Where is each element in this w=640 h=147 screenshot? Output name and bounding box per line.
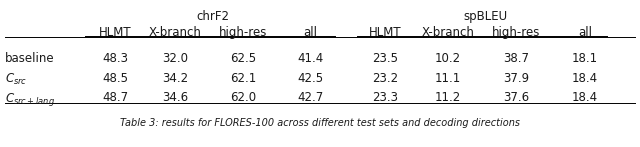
- Text: X-branch: X-branch: [148, 26, 202, 39]
- Text: 11.1: 11.1: [435, 72, 461, 85]
- Text: 42.5: 42.5: [297, 72, 323, 85]
- Text: HLMT: HLMT: [99, 26, 131, 39]
- Text: 62.0: 62.0: [230, 91, 256, 104]
- Text: spBLEU: spBLEU: [463, 10, 507, 23]
- Text: 38.7: 38.7: [503, 52, 529, 65]
- Text: 34.2: 34.2: [162, 72, 188, 85]
- Text: 18.4: 18.4: [572, 72, 598, 85]
- Text: HLMT: HLMT: [369, 26, 401, 39]
- Text: all: all: [578, 26, 592, 39]
- Text: $C_{src}$: $C_{src}$: [5, 72, 28, 87]
- Text: $C_{src+lang}$: $C_{src+lang}$: [5, 91, 55, 108]
- Text: 48.3: 48.3: [102, 52, 128, 65]
- Text: 37.9: 37.9: [503, 72, 529, 85]
- Text: 41.4: 41.4: [297, 52, 323, 65]
- Text: Table 3: results for FLORES-100 across different test sets and decoding directio: Table 3: results for FLORES-100 across d…: [120, 118, 520, 128]
- Text: 23.2: 23.2: [372, 72, 398, 85]
- Text: 18.1: 18.1: [572, 52, 598, 65]
- Text: 62.5: 62.5: [230, 52, 256, 65]
- Text: high-res: high-res: [492, 26, 540, 39]
- Text: all: all: [303, 26, 317, 39]
- Text: 10.2: 10.2: [435, 52, 461, 65]
- Text: 62.1: 62.1: [230, 72, 256, 85]
- Text: 48.7: 48.7: [102, 91, 128, 104]
- Text: 32.0: 32.0: [162, 52, 188, 65]
- Text: 18.4: 18.4: [572, 91, 598, 104]
- Text: 34.6: 34.6: [162, 91, 188, 104]
- Text: high-res: high-res: [219, 26, 267, 39]
- Text: baseline: baseline: [5, 52, 54, 65]
- Text: X-branch: X-branch: [422, 26, 474, 39]
- Text: chrF2: chrF2: [196, 10, 229, 23]
- Text: 37.6: 37.6: [503, 91, 529, 104]
- Text: 11.2: 11.2: [435, 91, 461, 104]
- Text: 42.7: 42.7: [297, 91, 323, 104]
- Text: 48.5: 48.5: [102, 72, 128, 85]
- Text: 23.5: 23.5: [372, 52, 398, 65]
- Text: 23.3: 23.3: [372, 91, 398, 104]
